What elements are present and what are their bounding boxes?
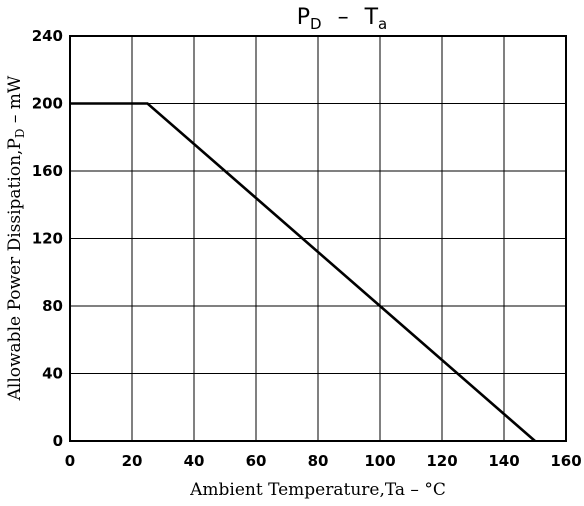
- y-tick-label: 160: [32, 162, 63, 180]
- x-tick-label: 80: [308, 452, 329, 470]
- x-tick-label: 0: [65, 452, 75, 470]
- y-tick-label: 80: [42, 297, 63, 315]
- x-tick-label: 20: [122, 452, 143, 470]
- x-tick-label: 100: [364, 452, 395, 470]
- x-tick-labels: 0 20 40 60 80 100 120 140 160: [65, 452, 582, 470]
- x-tick-label: 160: [550, 452, 581, 470]
- y-axis-label-main: Allowable Power Dissipation,P: [5, 138, 25, 401]
- series-line: [70, 102, 536, 442]
- chart-title: PD – Ta: [297, 5, 388, 33]
- y-tick-label: 200: [32, 95, 63, 113]
- grid: [70, 36, 566, 441]
- chart-title-main-1: P: [297, 5, 310, 30]
- y-tick-label: 0: [53, 432, 63, 450]
- x-tick-label: 120: [426, 452, 457, 470]
- y-axis-label-unit: – mW: [5, 75, 25, 128]
- y-tick-labels: 0 40 80 120 160 200 240: [32, 27, 63, 450]
- plot-frame: [69, 35, 567, 442]
- chart-title-sub-2: a: [378, 15, 387, 33]
- y-tick-label: 240: [32, 27, 63, 45]
- y-tick-label: 40: [42, 365, 63, 383]
- x-axis-label: Ambient Temperature,Ta – °C: [189, 480, 446, 500]
- y-axis-label: Allowable Power Dissipation,PD – mW: [5, 75, 27, 401]
- chart-title-separator: –: [338, 5, 349, 30]
- y-tick-label: 120: [32, 230, 63, 248]
- series: [70, 102, 536, 442]
- x-tick-label: 40: [184, 452, 205, 470]
- x-tick-label: 140: [488, 452, 519, 470]
- chart-title-main-2: T: [364, 5, 379, 30]
- x-tick-label: 60: [246, 452, 267, 470]
- chart-title-sub-1: D: [310, 15, 322, 33]
- y-axis-label-sub: D: [13, 129, 27, 139]
